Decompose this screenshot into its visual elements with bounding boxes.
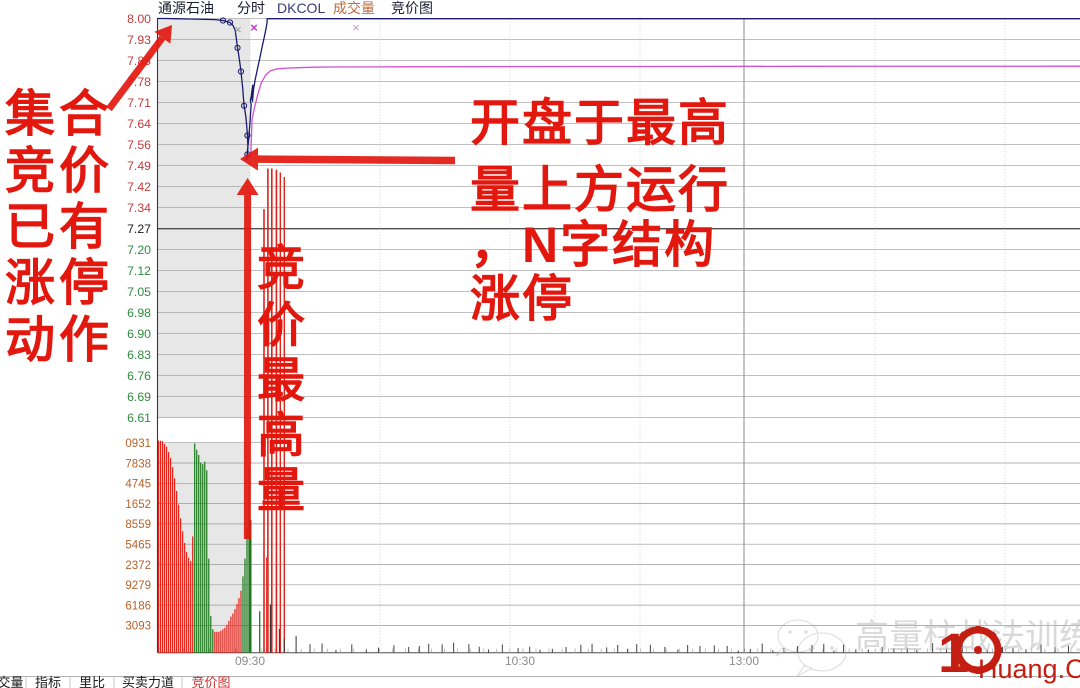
svg-text:7.49: 7.49 [127,159,151,173]
svg-text:×: × [250,20,258,35]
svg-text:2372: 2372 [125,560,151,572]
svg-text:6.76: 6.76 [127,369,151,383]
svg-text:竞价图: 竞价图 [391,0,433,16]
svg-text:集: 集 [4,86,55,142]
svg-text:开盘于最高: 开盘于最高 [470,95,730,151]
svg-text:涨: 涨 [5,255,55,311]
svg-text:7.34: 7.34 [127,201,151,215]
svg-text:7.20: 7.20 [127,243,151,257]
svg-text:6186: 6186 [125,600,151,612]
svg-text:价: 价 [257,299,305,352]
svg-text:1652: 1652 [125,499,151,511]
svg-text:Huang.CN: Huang.CN [978,654,1080,684]
svg-text:停: 停 [59,255,109,311]
svg-text:分时: 分时 [237,0,265,16]
svg-text:8.00: 8.00 [127,12,151,26]
svg-text:7.42: 7.42 [127,180,151,194]
svg-text:合: 合 [59,86,109,142]
svg-text:成交量: 成交量 [333,0,375,16]
svg-text:5465: 5465 [125,540,151,552]
svg-text:7.27: 7.27 [127,222,151,236]
svg-text:7.12: 7.12 [127,264,151,278]
svg-text:7.71: 7.71 [127,96,151,110]
svg-text:×: × [234,22,242,37]
svg-text:有: 有 [59,199,109,255]
svg-text:涨停: 涨停 [470,271,574,327]
svg-text:量上方运行: 量上方运行 [470,162,730,218]
svg-text:6.69: 6.69 [127,390,151,404]
svg-text:竞: 竞 [257,242,305,295]
svg-text:最: 最 [257,354,305,407]
svg-text:作: 作 [59,312,109,368]
svg-text:09:30: 09:30 [235,654,265,668]
svg-text:10:30: 10:30 [505,654,535,668]
svg-text:，N字结构: ，N字结构 [470,217,716,273]
svg-text:6.90: 6.90 [127,327,151,341]
svg-text:7838: 7838 [125,458,151,470]
svg-text:8559: 8559 [125,519,151,531]
svg-text:6.61: 6.61 [127,411,151,425]
svg-text:7.56: 7.56 [127,138,151,152]
svg-text:竞价图: 竞价图 [191,675,230,688]
svg-text:量: 量 [257,464,305,517]
svg-text:7.93: 7.93 [127,33,151,47]
svg-text:0931: 0931 [125,438,151,450]
svg-text:1: 1 [938,621,969,684]
svg-text:6.83: 6.83 [127,348,151,362]
svg-text:9279: 9279 [125,580,151,592]
svg-text:3093: 3093 [125,621,151,633]
svg-text:7.05: 7.05 [127,285,151,299]
svg-text:成交量: 成交量 [0,675,24,688]
svg-text:动: 动 [5,312,55,368]
svg-text:×: × [352,20,360,35]
svg-text:高: 高 [257,409,305,462]
svg-text:已: 已 [5,199,55,255]
svg-text:价: 价 [59,143,109,199]
svg-text:通源石油: 通源石油 [158,0,214,16]
svg-text:指标: 指标 [35,675,61,688]
svg-text:7.64: 7.64 [127,117,151,131]
svg-text:13:00: 13:00 [729,654,759,668]
svg-text:买卖力道: 买卖力道 [122,675,174,688]
svg-text:6.98: 6.98 [127,306,151,320]
svg-text:竞: 竞 [5,143,55,199]
svg-text:4745: 4745 [125,479,151,491]
svg-text:里比: 里比 [79,675,105,688]
svg-text:DKCOL: DKCOL [277,0,325,16]
